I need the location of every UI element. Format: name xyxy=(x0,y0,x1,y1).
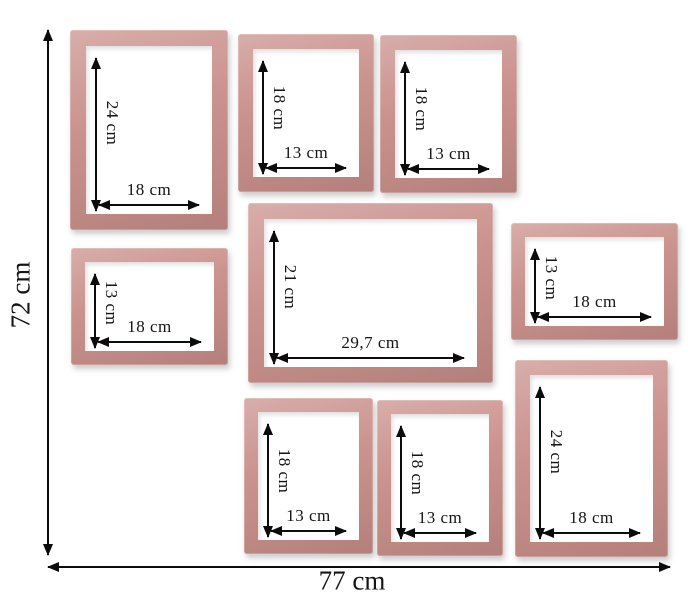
height-label: 24 cm xyxy=(103,101,122,146)
height-label: 13 cm xyxy=(542,255,561,301)
height-label: 18 cm xyxy=(408,450,427,496)
width-arrow xyxy=(543,532,640,534)
width-arrow xyxy=(538,316,651,318)
frame-middle-left-18x13: 13 cm 18 cm xyxy=(71,248,228,365)
frame-opening: 18 cm 13 cm xyxy=(391,414,489,542)
width-arrow xyxy=(271,530,346,532)
width-label: 18 cm xyxy=(126,180,172,199)
width-label: 13 cm xyxy=(417,508,463,527)
height-arrow xyxy=(95,58,97,211)
height-arrow xyxy=(539,387,541,539)
frame-middle-right-18x13: 13 cm 18 cm xyxy=(511,223,678,340)
height-label: 18 cm xyxy=(270,85,289,131)
width-arrow xyxy=(266,167,346,169)
width-arrow xyxy=(277,357,464,359)
height-label: 18 cm xyxy=(275,448,294,494)
frame-opening: 13 cm 18 cm xyxy=(85,262,214,351)
frame-center-29x21: 21 cm 29,7 cm xyxy=(248,203,493,383)
height-label: 18 cm xyxy=(412,86,431,132)
height-arrow xyxy=(262,61,264,174)
width-label: 18 cm xyxy=(127,317,172,336)
frame-top-left-18x24: 24 cm 18 cm xyxy=(70,30,228,230)
frame-opening: 24 cm 18 cm xyxy=(530,375,653,542)
width-label: 13 cm xyxy=(426,144,471,163)
width-arrow xyxy=(99,204,199,206)
width-label: 13 cm xyxy=(286,506,331,525)
frame-top-middle-13x18: 18 cm 13 cm xyxy=(238,34,374,192)
width-label: 18 cm xyxy=(569,508,614,527)
frame-opening: 18 cm 13 cm xyxy=(395,50,502,178)
frame-top-right-13x18: 18 cm 13 cm xyxy=(380,35,517,193)
frame-bottom-middle-left-13x18: 18 cm 13 cm xyxy=(244,398,373,554)
height-arrow xyxy=(404,62,406,175)
height-label: 13 cm xyxy=(102,280,121,326)
width-arrow xyxy=(404,532,476,534)
width-arrow xyxy=(98,341,201,343)
height-label: 21 cm xyxy=(281,264,300,310)
height-arrow xyxy=(94,274,96,348)
width-arrow xyxy=(408,168,489,170)
frame-bottom-right-18x24: 24 cm 18 cm xyxy=(515,360,668,557)
frame-bottom-middle-right-13x18: 18 cm 13 cm xyxy=(377,400,503,556)
frame-opening: 24 cm 18 cm xyxy=(86,46,212,214)
height-arrow xyxy=(273,231,275,364)
height-label: 24 cm xyxy=(547,429,566,475)
wall-width-label: 77 cm xyxy=(318,565,386,596)
height-arrow xyxy=(400,426,402,539)
width-label: 18 cm xyxy=(572,292,617,311)
height-arrow xyxy=(534,249,536,323)
height-arrow xyxy=(267,424,269,537)
width-label: 29,7 cm xyxy=(341,333,400,352)
wall-width-arrow xyxy=(48,566,670,568)
wall-height-arrow xyxy=(47,30,49,555)
frame-opening: 21 cm 29,7 cm xyxy=(264,219,477,367)
wall-height-label: 72 cm xyxy=(5,261,36,329)
frame-opening: 18 cm 13 cm xyxy=(253,49,359,177)
frame-opening: 13 cm 18 cm xyxy=(525,237,664,326)
width-label: 13 cm xyxy=(283,143,329,162)
frame-opening: 18 cm 13 cm xyxy=(258,412,359,540)
